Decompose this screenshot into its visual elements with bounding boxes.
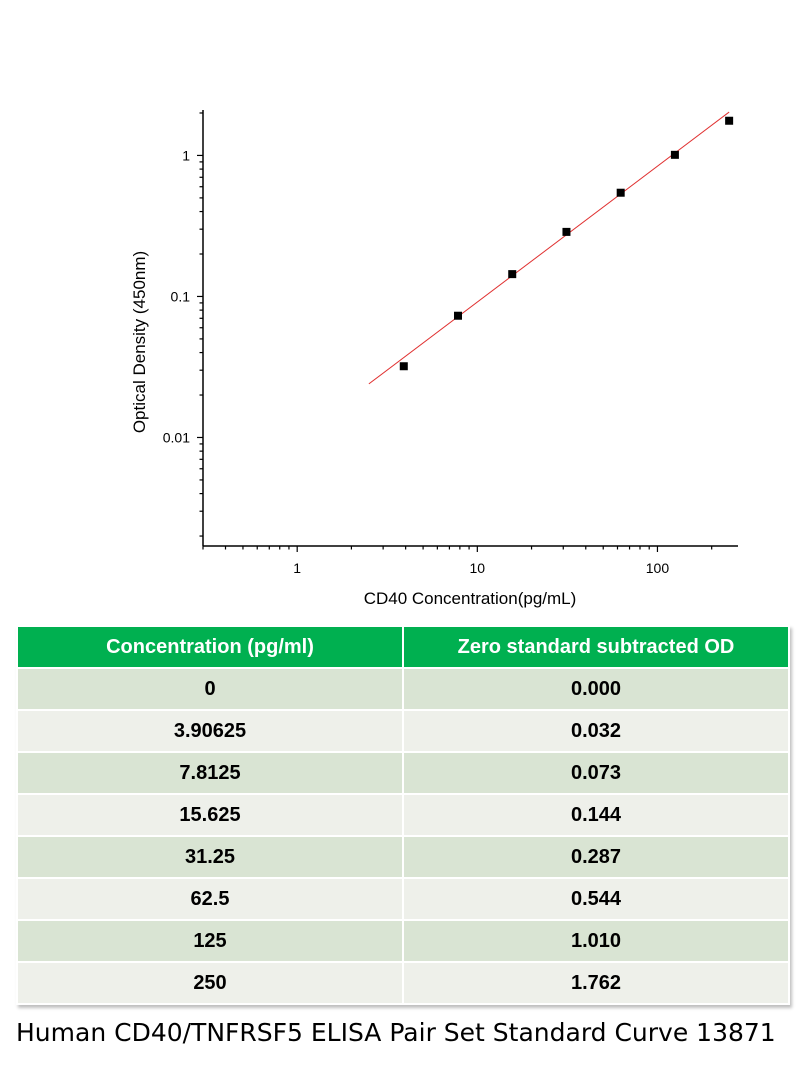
- table-row: 31.25 0.287: [16, 835, 790, 879]
- od-cell: 1.762: [402, 961, 790, 1005]
- tick-labels: 1 10 100 0.01 0.1 1: [163, 147, 670, 576]
- y-tick-label: 0.1: [171, 288, 191, 304]
- y-tick-label: 0.01: [163, 429, 190, 445]
- x-tick-label: 100: [646, 560, 670, 576]
- od-cell: 0.073: [402, 751, 790, 795]
- concentration-cell: 250: [16, 961, 404, 1005]
- standard-data-table: Concentration (pg/ml) Zero standard subt…: [16, 625, 790, 1005]
- header-od: Zero standard subtracted OD: [402, 625, 790, 669]
- standard-curve-chart: 1 10 100 0.01 0.1 1 CD40 Concentration(pg/mL)…: [130, 110, 738, 608]
- table-row: 15.625 0.144: [16, 793, 790, 837]
- axes: [202, 110, 738, 547]
- data-point: [725, 116, 734, 125]
- table-row: 62.5 0.544: [16, 877, 790, 921]
- data-points-layer: [399, 116, 734, 371]
- data-point: [562, 227, 571, 236]
- figure-caption: Human CD40/TNFRSF5 ELISA Pair Set Standa…: [16, 1018, 776, 1047]
- table-row: 7.8125 0.073: [16, 751, 790, 795]
- concentration-cell: 125: [16, 919, 404, 963]
- table-row: 250 1.762: [16, 961, 790, 1005]
- fit-line-layer: [368, 111, 730, 385]
- od-cell: 0.032: [402, 709, 790, 753]
- od-cell: 0.000: [402, 667, 790, 711]
- concentration-cell: 15.625: [16, 793, 404, 837]
- tick-marks: [197, 112, 713, 552]
- od-cell: 0.544: [402, 877, 790, 921]
- table-row: 0 0.000: [16, 667, 790, 711]
- concentration-cell: 7.8125: [16, 751, 404, 795]
- table-row: 125 1.010: [16, 919, 790, 963]
- data-point: [399, 362, 408, 371]
- concentration-cell: 31.25: [16, 835, 404, 879]
- header-concentration: Concentration (pg/ml): [16, 625, 404, 669]
- data-point: [616, 188, 625, 197]
- table-row: 3.90625 0.032: [16, 709, 790, 753]
- fit-line: [368, 111, 730, 385]
- od-cell: 0.287: [402, 835, 790, 879]
- y-tick-label: 1: [182, 147, 190, 163]
- od-cell: 1.010: [402, 919, 790, 963]
- concentration-cell: 3.90625: [16, 709, 404, 753]
- y-axis-title: Optical Density (450nm): [130, 251, 149, 433]
- concentration-cell: 0: [16, 667, 404, 711]
- data-point: [454, 311, 463, 320]
- x-tick-label: 10: [470, 560, 486, 576]
- x-axis-title: CD40 Concentration(pg/mL): [364, 589, 577, 608]
- x-tick-label: 1: [293, 560, 301, 576]
- concentration-cell: 62.5: [16, 877, 404, 921]
- table-header-row: Concentration (pg/ml) Zero standard subt…: [16, 625, 790, 669]
- od-cell: 0.144: [402, 793, 790, 837]
- data-point: [670, 150, 679, 159]
- data-point: [508, 270, 517, 279]
